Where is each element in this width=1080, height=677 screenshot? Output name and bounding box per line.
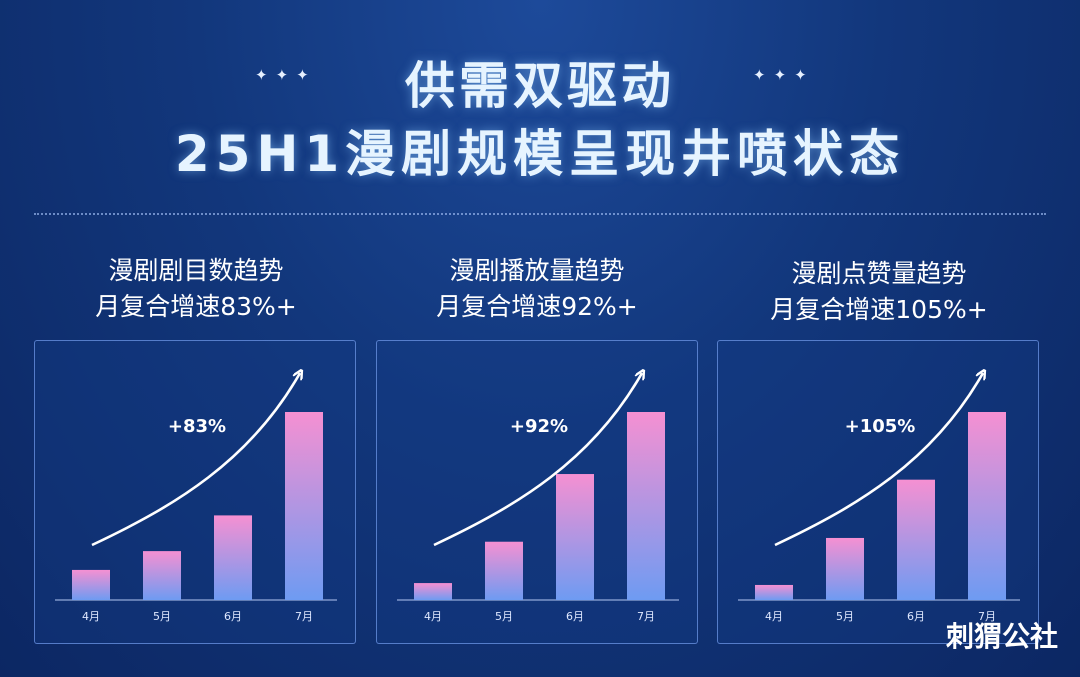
bar-3 (556, 474, 594, 600)
bar-1 (414, 583, 452, 600)
growth-arrow (433, 373, 642, 547)
stars-left-decoration: ✦✦✦ (255, 66, 317, 84)
chart-3-svg: 4月 5月 6月 7月 +105% (738, 341, 1020, 623)
panel-3-growth: 月复合增速105%+ (770, 295, 988, 324)
growth-arrow (91, 373, 300, 547)
bar-4 (627, 412, 665, 600)
x-tick-label: 5月 (836, 610, 854, 623)
bar-1 (755, 584, 793, 600)
x-tick-label: 4月 (765, 610, 783, 623)
panel-1-subtitle: 漫剧剧目数趋势 月复合增速83%+ (46, 253, 346, 325)
stars-right-decoration: ✦✦✦ (753, 66, 815, 84)
x-tick-label: 6月 (224, 610, 242, 623)
panel-2-title: 漫剧播放量趋势 (449, 256, 625, 285)
title-line1: 供需双驱动 (405, 57, 675, 115)
x-tick-label: 7月 (978, 610, 996, 623)
panel-1-title: 漫剧剧目数趋势 (108, 256, 284, 285)
chart-panel-3: 4月 5月 6月 7月 +105% (717, 340, 1039, 644)
chart-panel-1: 4月 5月 6月 7月 +83% (34, 340, 356, 644)
chart-1-svg: 4月 5月 6月 7月 +83% (55, 341, 337, 623)
x-tick-label: 5月 (495, 610, 513, 623)
bar-4 (285, 412, 323, 600)
bar-1 (72, 569, 110, 600)
bar-4 (968, 412, 1006, 600)
growth-annotation: +105% (845, 416, 916, 437)
bar-2 (143, 551, 181, 600)
chart-2-svg: 4月 5月 6月 7月 +92% (397, 341, 679, 623)
panel-2-growth: 月复合增速92%+ (436, 292, 638, 321)
title-line2: 25H1漫剧规模呈现井喷状态 (174, 125, 906, 183)
x-tick-label: 7月 (637, 610, 655, 623)
chart-panel-2: 4月 5月 6月 7月 +92% (376, 340, 698, 644)
panel-1-growth: 月复合增速83%+ (95, 292, 297, 321)
x-tick-label: 7月 (295, 610, 313, 623)
divider (34, 213, 1046, 215)
x-tick-label: 6月 (566, 610, 584, 623)
panel-3-title: 漫剧点赞量趋势 (791, 259, 967, 288)
x-tick-label: 4月 (424, 610, 442, 623)
x-tick-label: 5月 (153, 610, 171, 623)
x-tick-label: 6月 (907, 610, 925, 623)
panel-2-subtitle: 漫剧播放量趋势 月复合增速92%+ (387, 253, 687, 325)
bar-2 (826, 537, 864, 600)
watermark: 刺猬公社 (945, 620, 1058, 653)
growth-annotation: +83% (168, 416, 226, 437)
growth-arrow (774, 373, 983, 547)
bar-3 (214, 515, 252, 600)
bar-2 (485, 541, 523, 600)
bar-3 (897, 479, 935, 600)
panel-3-subtitle: 漫剧点赞量趋势 月复合增速105%+ (729, 256, 1029, 328)
x-tick-label: 4月 (82, 610, 100, 623)
growth-annotation: +92% (510, 416, 568, 437)
